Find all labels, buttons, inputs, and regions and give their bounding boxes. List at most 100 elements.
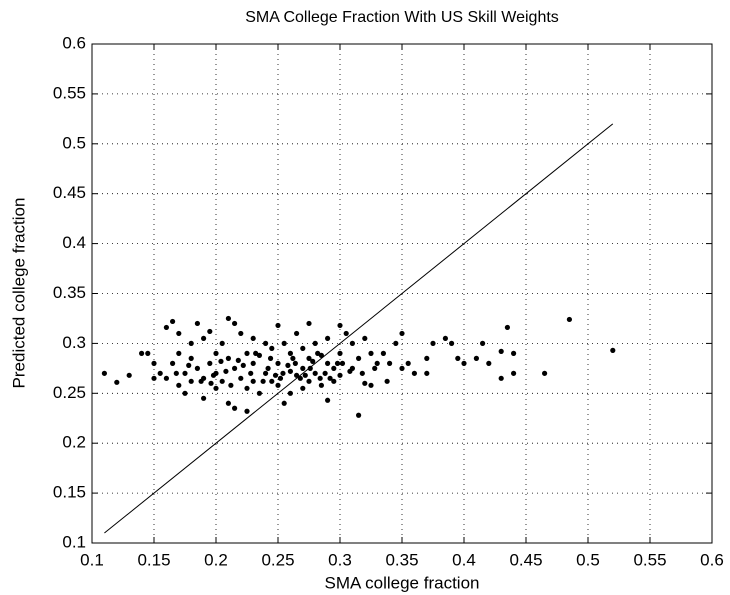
scatter-point (248, 370, 254, 376)
scatter-point (232, 365, 238, 371)
scatter-point (310, 358, 316, 364)
scatter-point (218, 358, 224, 364)
scatter-point (306, 378, 312, 384)
scatter-point (157, 370, 163, 376)
scatter-point (610, 347, 616, 353)
scatter-point (387, 360, 393, 366)
scatter-point (504, 324, 510, 331)
scatter-point (312, 340, 318, 346)
scatter-point (207, 360, 213, 366)
scatter-point (287, 390, 293, 396)
scatter-point (151, 375, 157, 381)
scatter-point (297, 375, 303, 381)
scatter-point (139, 350, 145, 356)
scatter-point (201, 395, 207, 401)
scatter-point (240, 362, 246, 368)
x-tick-label: 0.3 (328, 550, 352, 569)
scatter-point (126, 372, 132, 378)
scatter-point (393, 340, 399, 346)
scatter-point (461, 360, 467, 366)
scatter-point (356, 412, 362, 418)
scatter-point (163, 324, 169, 331)
x-tick-label: 0.45 (509, 550, 542, 569)
scatter-point (302, 372, 308, 378)
scatter-point (317, 375, 323, 381)
x-tick-label: 0.2 (204, 550, 228, 569)
scatter-point (238, 330, 244, 337)
scatter-point (250, 360, 256, 366)
scatter-point (232, 405, 238, 411)
scatter-point (267, 355, 274, 361)
scatter-point (312, 370, 318, 376)
y-tick-label: 0.25 (53, 383, 86, 402)
scatter-point (244, 385, 250, 391)
y-tick-label: 0.35 (53, 283, 86, 302)
scatter-point (356, 355, 362, 361)
scatter-point (182, 370, 188, 376)
scatter-point (300, 365, 306, 371)
y-tick-label: 0.45 (53, 183, 86, 202)
scatter-point (300, 345, 306, 351)
y-tick-label: 0.2 (62, 433, 86, 452)
scatter-point (223, 368, 229, 374)
scatter-point (170, 360, 176, 366)
x-tick-label: 0.35 (385, 550, 418, 569)
scatter-point (368, 382, 374, 388)
scatter-point (343, 330, 349, 337)
scatter-point (219, 340, 225, 346)
scatter-point (331, 365, 337, 371)
scatter-point (235, 357, 241, 363)
scatter-point (151, 360, 157, 366)
scatter-point (250, 378, 256, 384)
scatter-point (318, 382, 324, 388)
y-tick-label: 0.3 (62, 333, 86, 352)
scatter-point (449, 340, 455, 346)
scatter-point (188, 340, 194, 346)
scatter-point (145, 350, 151, 356)
scatter-point (510, 370, 517, 376)
scatter-point (188, 355, 194, 361)
scatter-point (194, 365, 200, 371)
scatter-point (411, 370, 417, 376)
scatter-point (163, 375, 169, 381)
scatter-point (306, 355, 312, 361)
scatter-point (260, 378, 266, 384)
scatter-point (498, 375, 504, 381)
scatter-point (337, 350, 343, 356)
scatter-point (182, 390, 188, 396)
scatter-point (498, 348, 504, 354)
scatter-point (280, 370, 286, 376)
scatter-point (228, 382, 234, 388)
scatter-point (405, 360, 411, 366)
scatter-point (207, 328, 213, 335)
scatter-point (473, 355, 479, 361)
scatter-point (213, 350, 219, 356)
scatter-point (176, 350, 182, 356)
scatter-point (292, 360, 298, 366)
scatter-point (325, 335, 331, 342)
plot-frame (91, 43, 713, 544)
scatter-point (263, 370, 269, 376)
x-tick-label: 0.5 (576, 550, 600, 569)
scatter-point (307, 365, 313, 371)
scatter-point (442, 335, 448, 342)
scatter-point (337, 372, 343, 378)
y-tick-label: 0.6 (62, 33, 86, 52)
x-axis-label: SMA college fraction (325, 573, 480, 592)
scatter-point (331, 378, 337, 384)
x-tick-label: 0.15 (137, 550, 170, 569)
scatter-point (198, 378, 204, 384)
scatter-point (315, 350, 321, 356)
scatter-point (306, 320, 312, 327)
scatter-point (287, 350, 293, 356)
scatter-point (269, 378, 275, 384)
scatter-point (170, 318, 176, 325)
scatter-point (362, 335, 368, 342)
scatter-point (374, 360, 380, 366)
scatter-point (176, 382, 182, 388)
scatter-point (480, 340, 486, 346)
scatter-point (275, 382, 281, 388)
scatter-point (368, 350, 374, 356)
